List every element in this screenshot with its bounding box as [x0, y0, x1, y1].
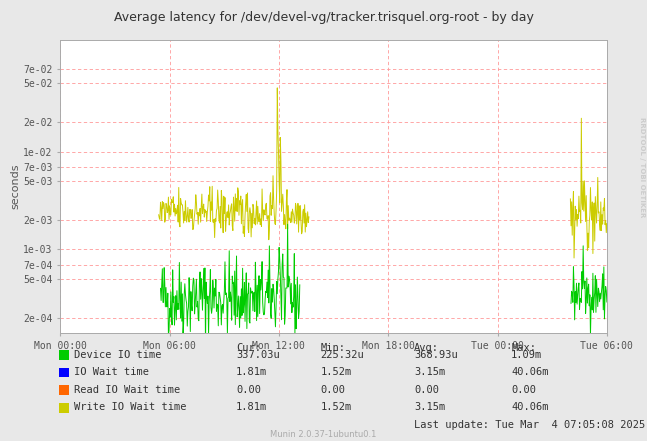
Text: Device IO time: Device IO time — [74, 350, 162, 359]
Text: Last update: Tue Mar  4 07:05:08 2025: Last update: Tue Mar 4 07:05:08 2025 — [414, 420, 645, 430]
Text: 1.52m: 1.52m — [320, 367, 351, 377]
Text: 0.00: 0.00 — [236, 385, 261, 395]
Text: 40.06m: 40.06m — [511, 403, 549, 412]
Text: Read IO Wait time: Read IO Wait time — [74, 385, 181, 395]
Text: RRDTOOL / TOBI OETIKER: RRDTOOL / TOBI OETIKER — [639, 117, 646, 218]
Text: Average latency for /dev/devel-vg/tracker.trisquel.org-root - by day: Average latency for /dev/devel-vg/tracke… — [114, 11, 533, 24]
Text: 0.00: 0.00 — [320, 385, 345, 395]
Text: IO Wait time: IO Wait time — [74, 367, 149, 377]
Text: 1.81m: 1.81m — [236, 367, 267, 377]
Text: Min:: Min: — [320, 343, 345, 353]
Text: Avg:: Avg: — [414, 343, 439, 353]
Text: 0.00: 0.00 — [511, 385, 536, 395]
Text: Cur:: Cur: — [236, 343, 261, 353]
Text: 337.03u: 337.03u — [236, 350, 280, 359]
Text: 3.15m: 3.15m — [414, 367, 445, 377]
Text: 1.52m: 1.52m — [320, 403, 351, 412]
Text: 3.15m: 3.15m — [414, 403, 445, 412]
Text: 225.32u: 225.32u — [320, 350, 364, 359]
Y-axis label: seconds: seconds — [10, 164, 20, 209]
Text: 368.93u: 368.93u — [414, 350, 458, 359]
Text: Write IO Wait time: Write IO Wait time — [74, 403, 187, 412]
Text: Munin 2.0.37-1ubuntu0.1: Munin 2.0.37-1ubuntu0.1 — [270, 430, 377, 439]
Text: 40.06m: 40.06m — [511, 367, 549, 377]
Text: 1.09m: 1.09m — [511, 350, 542, 359]
Text: 0.00: 0.00 — [414, 385, 439, 395]
Text: Max:: Max: — [511, 343, 536, 353]
Text: 1.81m: 1.81m — [236, 403, 267, 412]
